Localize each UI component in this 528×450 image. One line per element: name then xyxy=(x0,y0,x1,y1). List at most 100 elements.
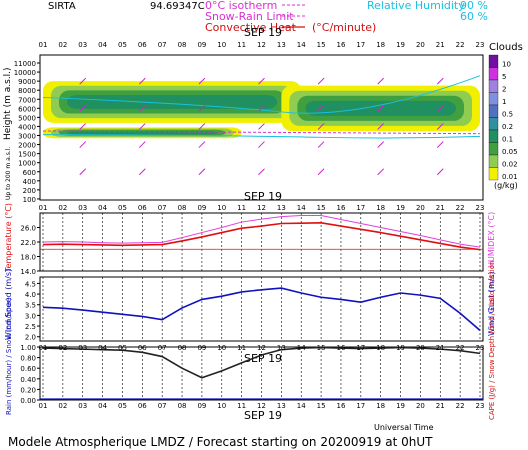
height-tick-label: 100 xyxy=(23,196,36,204)
hour-tick-bottom: 21 xyxy=(436,402,445,410)
wind-barb xyxy=(377,104,385,112)
height-tick-label: 1500 xyxy=(18,151,36,159)
hour-tick-top: 07 xyxy=(158,41,167,49)
y-tick-label: 4.5 xyxy=(25,280,36,288)
hour-tick-rain-top: 13 xyxy=(277,344,286,352)
colorbar-swatch xyxy=(488,54,499,68)
colorbar-swatch xyxy=(488,142,499,156)
colorbar-label: 0.01 xyxy=(502,173,518,181)
legend-convective-unit: (°C/minute) xyxy=(312,21,376,34)
series-line-0 xyxy=(42,287,481,331)
humidex-axis-label: HUMIDEX (°C) xyxy=(487,212,496,268)
hour-tick-rain-top: 22 xyxy=(456,344,465,352)
hour-tick-bottom: 04 xyxy=(98,402,107,410)
colorbar-label: 0.1 xyxy=(502,136,513,144)
colorbar-swatch xyxy=(488,104,499,118)
hour-tick-mid: 05 xyxy=(118,204,127,212)
wind-barb xyxy=(138,168,146,176)
hour-tick-mid: 12 xyxy=(257,204,266,212)
wind-barb xyxy=(377,123,385,130)
legend-rh90: 90 % xyxy=(460,0,488,12)
hour-tick-bottom: 10 xyxy=(217,402,226,410)
colorbar-label: 0.02 xyxy=(502,161,518,169)
wind-barb xyxy=(436,104,444,112)
hour-tick-mid: 02 xyxy=(58,204,67,212)
series-line-1 xyxy=(42,215,481,248)
hour-tick-bottom: 17 xyxy=(356,402,365,410)
wind-barb xyxy=(198,123,206,130)
y-tick-label: 4.0 xyxy=(25,291,36,299)
hour-tick-bottom: 02 xyxy=(58,402,67,410)
y-tick-label: 0.80 xyxy=(20,355,36,363)
wind-barb xyxy=(436,123,444,130)
height-tick-label: 4000 xyxy=(18,123,36,131)
hour-tick-bottom: 14 xyxy=(297,402,306,410)
hour-tick-bottom: 08 xyxy=(178,402,187,410)
height-tick-label: 3000 xyxy=(18,133,36,141)
hour-tick-mid: 19 xyxy=(396,204,405,212)
y-tick-label: 2.5 xyxy=(25,323,36,331)
hour-tick-bottom: 18 xyxy=(376,402,385,410)
hour-tick-mid: 06 xyxy=(138,204,147,212)
hour-tick-rain-top: 18 xyxy=(376,344,385,352)
wind-barb xyxy=(138,123,146,130)
hour-tick-top: 22 xyxy=(456,41,465,49)
wind-barb xyxy=(258,104,265,112)
colorbar-label: 0.2 xyxy=(502,123,513,131)
y-tick-label: 1.00 xyxy=(20,344,36,352)
hour-tick-top: 10 xyxy=(217,41,226,49)
hour-tick-top: 16 xyxy=(336,41,345,49)
hour-tick-mid: 07 xyxy=(158,204,167,212)
temperature-axis-label: Temperature (°C) xyxy=(4,203,13,273)
y-tick-label: 0.40 xyxy=(20,376,36,384)
y-tick-label: 2.0 xyxy=(25,334,36,342)
wind-barb xyxy=(138,77,146,85)
hour-tick-top: 05 xyxy=(118,41,127,49)
y-tick-label: 0.60 xyxy=(20,365,36,373)
station-code: 94.69347C xyxy=(150,1,205,12)
hour-tick-rain-top: 09 xyxy=(197,344,206,352)
temperature-panel-title: SEP 19 xyxy=(244,190,282,203)
wind-barb xyxy=(258,141,265,148)
hour-tick-top: 03 xyxy=(78,41,87,49)
series-line-0 xyxy=(42,221,481,251)
y-tick-label: 26.0 xyxy=(20,225,36,233)
hour-tick-bottom: 12 xyxy=(257,402,266,410)
hour-tick-bottom: 07 xyxy=(158,402,167,410)
wind-barb xyxy=(198,77,206,85)
hour-tick-rain-top: 12 xyxy=(257,344,266,352)
hour-tick-mid: 22 xyxy=(456,204,465,212)
hour-tick-rain-top: 03 xyxy=(78,344,87,352)
hour-tick-top: 14 xyxy=(297,41,306,49)
hour-tick-bottom: 03 xyxy=(78,402,87,410)
colorbar-label: 2 xyxy=(502,86,506,94)
wind-barb xyxy=(198,141,206,148)
legend-convective-label: Convective Heat xyxy=(205,21,297,34)
colorbar-label: 5 xyxy=(502,73,506,81)
height-tick-label: 5000 xyxy=(18,114,36,122)
height-tick-label: 11000 xyxy=(14,60,36,68)
hour-tick-top: 21 xyxy=(436,41,445,49)
colorbar-swatch xyxy=(488,167,499,181)
isotherm-line xyxy=(42,130,481,135)
cloud-layer-0-band-3 xyxy=(67,95,278,109)
colorbar-swatch xyxy=(488,129,499,143)
hour-tick-top: 12 xyxy=(257,41,266,49)
station-name: SIRTA xyxy=(48,1,76,12)
cape-axis-label: CAPE (J/g) / Snow Depth (cm) / Cloud Fra… xyxy=(488,261,496,420)
hour-tick-rain-top: 16 xyxy=(336,344,345,352)
height-tick-label: 400 xyxy=(23,178,36,186)
colorbar-swatch xyxy=(488,79,499,93)
y-tick-label: 0.00 xyxy=(20,397,36,405)
hour-tick-rain-top: 04 xyxy=(98,344,107,352)
wind-barb xyxy=(436,141,444,148)
wind-barb xyxy=(377,141,385,148)
hour-tick-top: 06 xyxy=(138,41,147,49)
hour-tick-rain-top: 06 xyxy=(138,344,147,352)
height-tick-label: 7000 xyxy=(18,96,36,104)
hour-tick-bottom: 19 xyxy=(396,402,405,410)
hour-tick-bottom: 05 xyxy=(118,402,127,410)
legend-isotherm-label: 0°C isotherm xyxy=(205,0,277,12)
height-axis-label: Height (m a.s.l.) xyxy=(3,67,13,140)
